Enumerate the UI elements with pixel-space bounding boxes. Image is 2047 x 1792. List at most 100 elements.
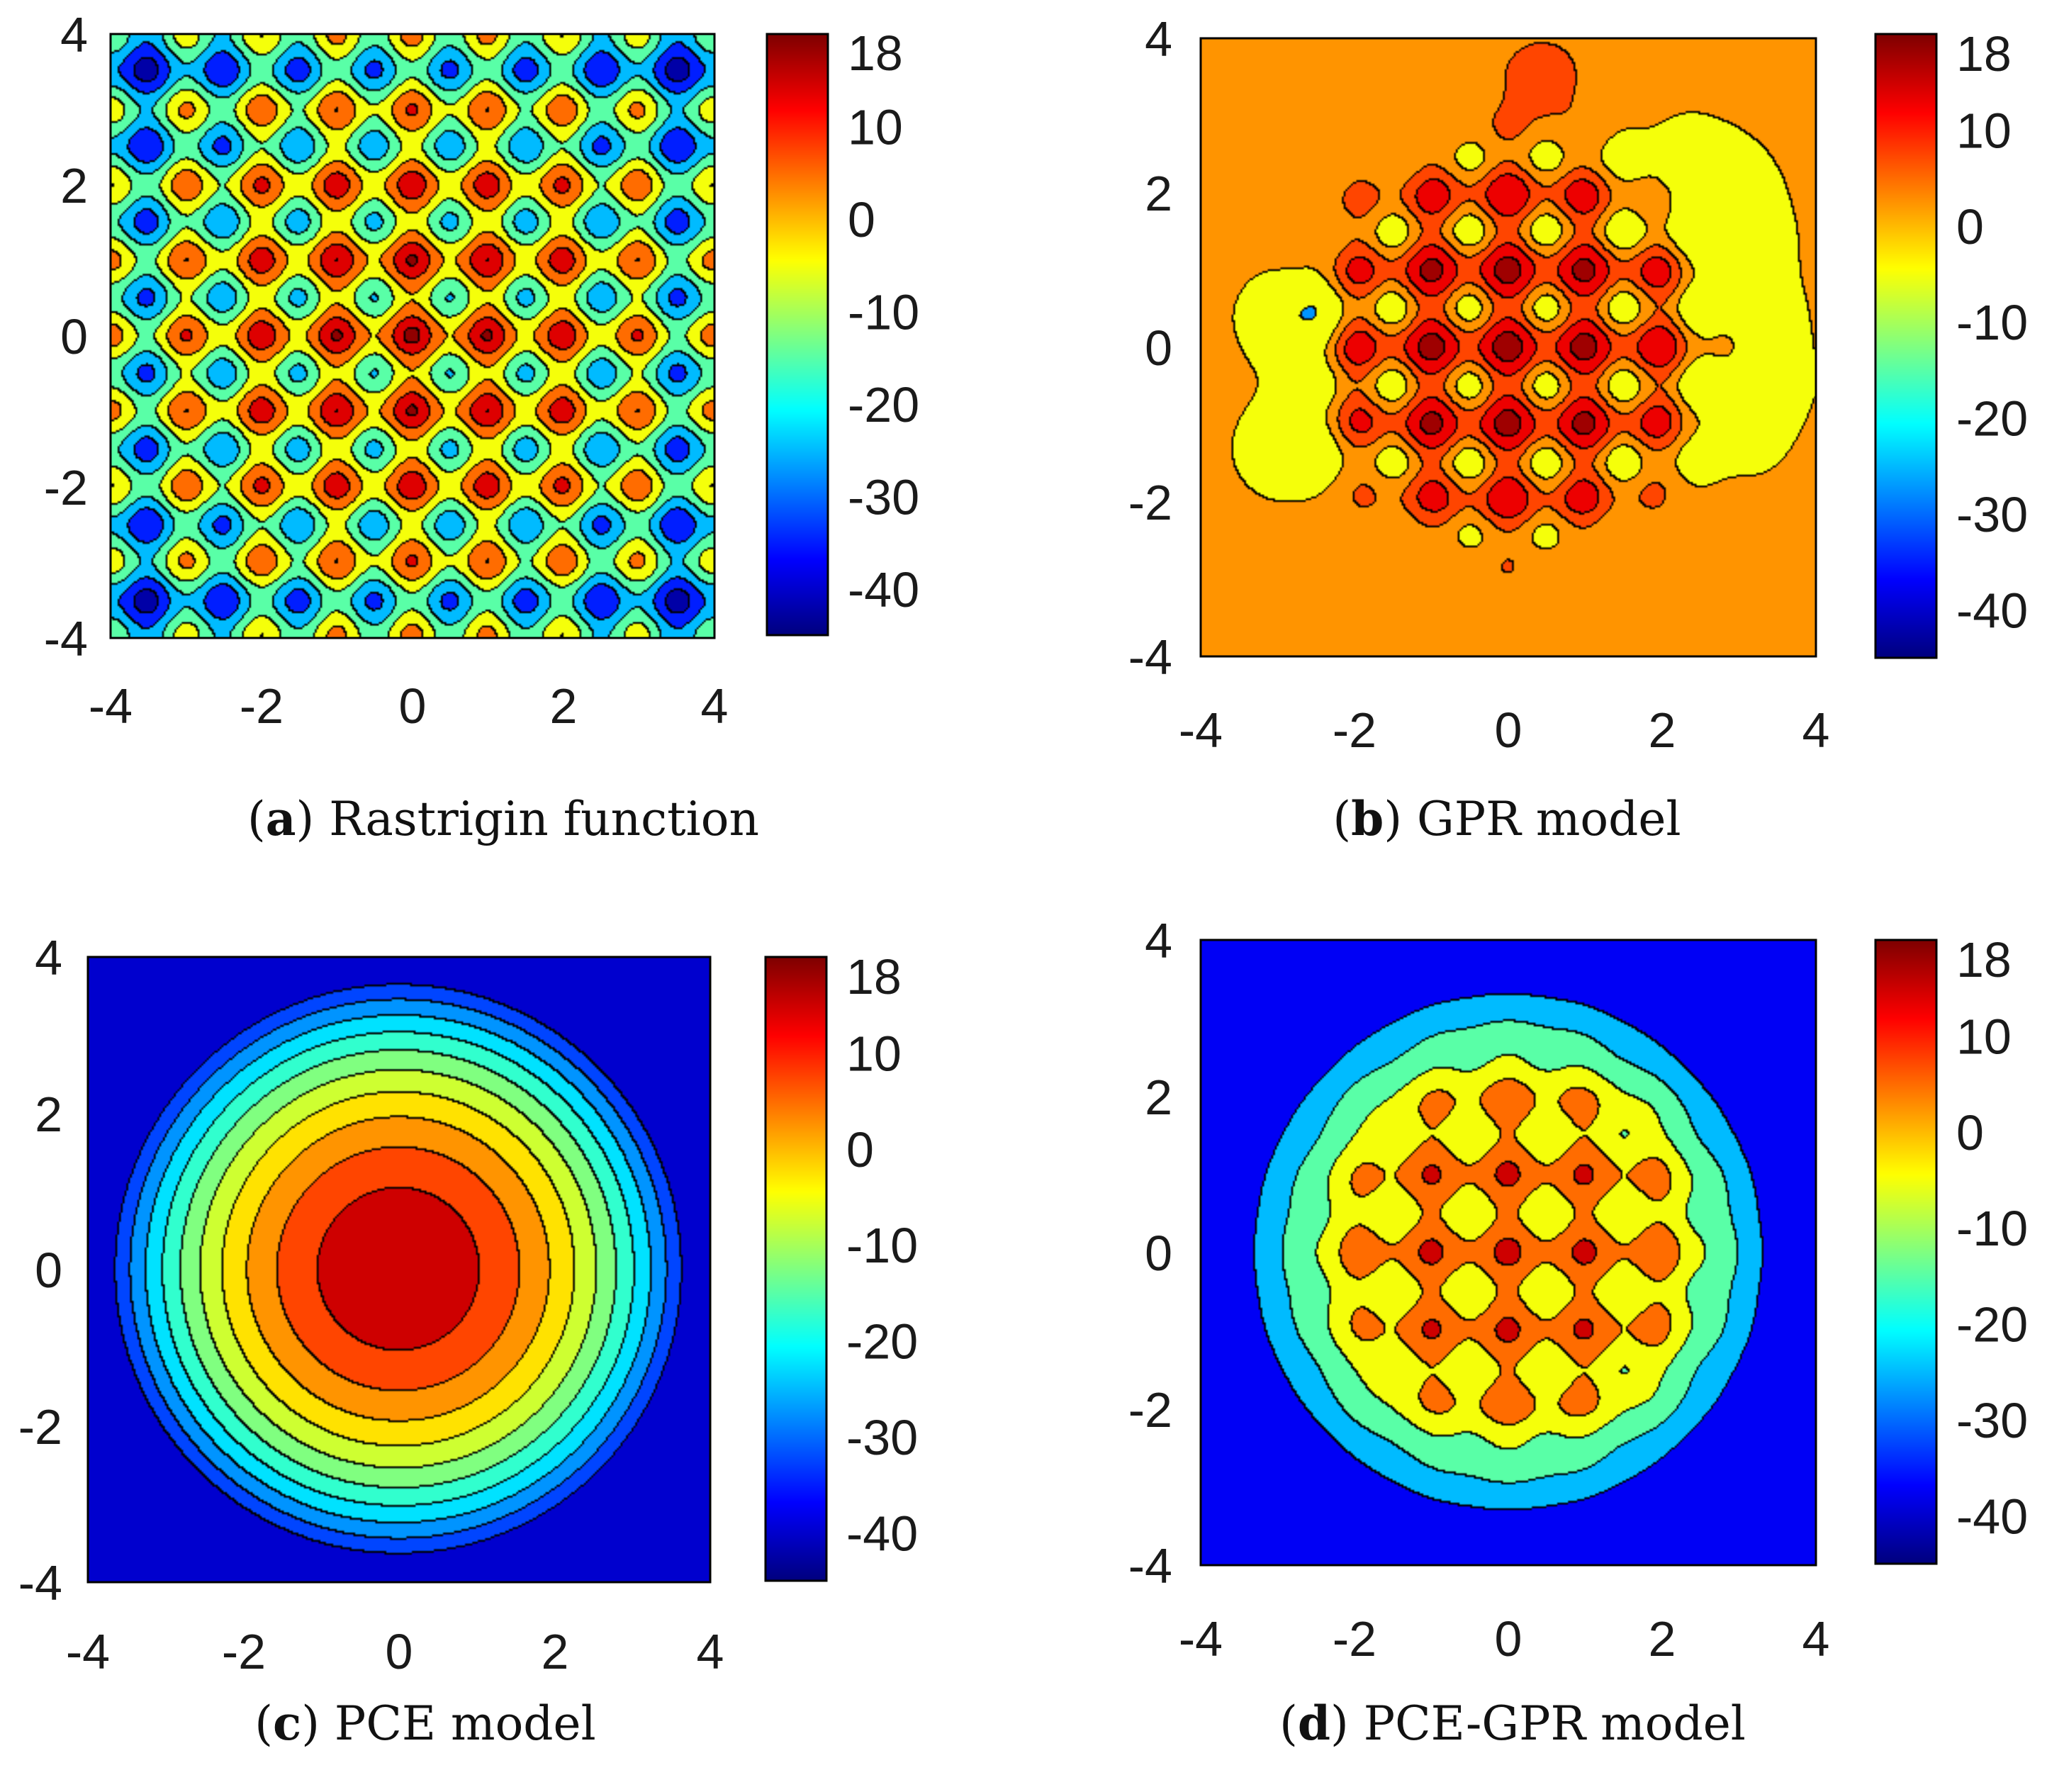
colorbar-a bbox=[767, 34, 828, 635]
x-tick-label: 4 bbox=[701, 678, 729, 734]
y-tick-label: -2 bbox=[1128, 1382, 1172, 1438]
colorbar-tick-label: -40 bbox=[848, 562, 919, 617]
colorbar-tick-label: -10 bbox=[1956, 1201, 2028, 1256]
x-tick-label: 0 bbox=[399, 678, 427, 734]
contour-fill-b bbox=[1201, 38, 1816, 656]
x-tick-label: -2 bbox=[222, 1624, 266, 1679]
x-tick-label: -4 bbox=[89, 678, 133, 734]
y-tick-label: 4 bbox=[35, 930, 62, 985]
colorbar-tick-label: 0 bbox=[846, 1122, 874, 1177]
y-tick-label: 0 bbox=[60, 309, 88, 364]
colorbar-tick-label: 10 bbox=[846, 1026, 902, 1081]
plot-frame-a bbox=[109, 33, 716, 639]
colorbar-tick-label: 18 bbox=[1956, 932, 2012, 987]
caption-text: GPR model bbox=[1417, 792, 1681, 846]
caption-c: (c) PCE model bbox=[254, 1696, 596, 1751]
caption-d: (d) PCE-GPR model bbox=[1279, 1696, 1746, 1751]
y-tick-label: 2 bbox=[35, 1087, 62, 1142]
caption-a: (a) Rastrigin function bbox=[247, 791, 759, 846]
contour-fill-c bbox=[88, 957, 710, 1582]
y-tick-label: 4 bbox=[1145, 913, 1172, 968]
colorbar-tick-label: -20 bbox=[1956, 391, 2028, 447]
x-tick-label: -2 bbox=[1333, 1611, 1376, 1667]
y-tick-label: 0 bbox=[35, 1243, 62, 1298]
contour-fill-d bbox=[1201, 940, 1816, 1565]
x-axis-ticks-d: -4 -2 0 2 4 bbox=[1179, 1611, 1830, 1667]
colorbar-tick-label: -40 bbox=[1956, 1489, 2028, 1544]
caption-tag: a bbox=[265, 791, 296, 846]
y-tick-label: -4 bbox=[44, 611, 88, 666]
colorbar-tick-label: -40 bbox=[846, 1506, 918, 1561]
y-tick-label: -2 bbox=[18, 1399, 62, 1455]
y-tick-label: 0 bbox=[1145, 320, 1172, 376]
caption-b: (b) GPR model bbox=[1333, 791, 1681, 846]
colorbar-b bbox=[1875, 34, 1936, 658]
figure-panel-b: -4 -2 0 2 4 -4 -2 0 2 4 18 10 0 -10 -20 … bbox=[1024, 0, 2047, 896]
plot-frame-c bbox=[86, 956, 712, 1584]
contour-chart-a: -4 -2 0 2 4 -4 -2 0 2 4 18 10 0 -10 -20 … bbox=[44, 7, 919, 734]
colorbar-tick-label: -10 bbox=[1956, 295, 2028, 350]
x-tick-label: 2 bbox=[550, 678, 578, 734]
colorbar-ticks-a: 18 10 0 -10 -20 -30 -40 bbox=[848, 26, 919, 617]
caption-text: PCE model bbox=[334, 1696, 596, 1751]
contour-chart-d: -4 -2 0 2 4 -4 -2 0 2 4 18 10 0 -10 -20 … bbox=[1128, 913, 2028, 1667]
colorbar-tick-label: 18 bbox=[846, 949, 902, 1004]
colorbar-tick-label: 10 bbox=[1956, 103, 2012, 158]
colorbar-tick-label: -30 bbox=[1956, 487, 2028, 542]
x-tick-label: 4 bbox=[697, 1624, 724, 1679]
colorbar-tick-label: -30 bbox=[846, 1410, 918, 1465]
x-axis-ticks-b: -4 -2 0 2 4 bbox=[1179, 702, 1830, 758]
caption-tag: b bbox=[1351, 791, 1384, 846]
caption-text: Rastrigin function bbox=[329, 792, 759, 846]
contour-fill-a bbox=[111, 34, 714, 638]
colorbar-frame-a bbox=[765, 33, 829, 637]
x-tick-label: 4 bbox=[1802, 1611, 1830, 1667]
x-tick-label: 2 bbox=[542, 1624, 569, 1679]
colorbar-frame-c bbox=[764, 956, 828, 1582]
contour-chart-c: -4 -2 0 2 4 -4 -2 0 2 4 18 10 0 -10 -20 … bbox=[18, 930, 918, 1679]
x-tick-label: 0 bbox=[1495, 1611, 1522, 1667]
x-tick-label: -4 bbox=[1179, 1611, 1223, 1667]
y-axis-ticks-a: -4 -2 0 2 4 bbox=[44, 7, 88, 666]
y-tick-label: 2 bbox=[1145, 1070, 1172, 1125]
figure-panel-d: -4 -2 0 2 4 -4 -2 0 2 4 18 10 0 -10 -20 … bbox=[1024, 896, 2047, 1792]
y-tick-label: 0 bbox=[1145, 1226, 1172, 1281]
y-tick-label: 2 bbox=[60, 158, 88, 213]
contour-chart-b: -4 -2 0 2 4 -4 -2 0 2 4 18 10 0 -10 -20 … bbox=[1128, 11, 2028, 758]
y-tick-label: 4 bbox=[1145, 11, 1172, 67]
y-tick-label: -4 bbox=[1128, 629, 1172, 685]
y-tick-label: -2 bbox=[1128, 475, 1172, 530]
y-axis-ticks-b: -4 -2 0 2 4 bbox=[1128, 11, 1172, 685]
x-tick-label: -2 bbox=[1333, 702, 1376, 758]
y-tick-label: -4 bbox=[18, 1555, 62, 1611]
caption-tag: d bbox=[1297, 1696, 1330, 1751]
x-axis-ticks-a: -4 -2 0 2 4 bbox=[89, 678, 729, 734]
x-tick-label: 4 bbox=[1802, 702, 1830, 758]
colorbar-tick-label: -30 bbox=[848, 469, 919, 525]
colorbar-tick-label: 0 bbox=[848, 192, 875, 247]
figure-panel-c: -4 -2 0 2 4 -4 -2 0 2 4 18 10 0 -10 -20 … bbox=[0, 896, 1024, 1792]
x-tick-label: -4 bbox=[1179, 702, 1223, 758]
x-tick-label: 2 bbox=[1649, 702, 1676, 758]
x-tick-label: -2 bbox=[240, 678, 284, 734]
colorbar-tick-label: -10 bbox=[848, 284, 919, 340]
colorbar-tick-label: 18 bbox=[1956, 26, 2012, 82]
colorbar-ticks-d: 18 10 0 -10 -20 -30 -40 bbox=[1956, 932, 2028, 1544]
colorbar-tick-label: 0 bbox=[1956, 199, 1984, 254]
colorbar-tick-label: -40 bbox=[1956, 583, 2028, 638]
x-tick-label: -4 bbox=[66, 1624, 110, 1679]
plot-frame-d bbox=[1199, 939, 1817, 1567]
caption-tag: c bbox=[273, 1696, 302, 1751]
colorbar-tick-label: 0 bbox=[1956, 1105, 1984, 1160]
x-axis-ticks-c: -4 -2 0 2 4 bbox=[66, 1624, 724, 1679]
y-tick-label: 2 bbox=[1145, 166, 1172, 221]
colorbar-d bbox=[1875, 940, 1936, 1564]
colorbar-frame-b bbox=[1874, 33, 1938, 659]
colorbar-c bbox=[765, 957, 826, 1581]
colorbar-tick-label: 10 bbox=[848, 100, 903, 155]
colorbar-tick-label: -20 bbox=[846, 1314, 918, 1370]
colorbar-tick-label: -30 bbox=[1956, 1393, 2028, 1448]
colorbar-tick-label: 18 bbox=[848, 26, 903, 81]
y-tick-label: 4 bbox=[60, 7, 88, 62]
y-axis-ticks-d: -4 -2 0 2 4 bbox=[1128, 913, 1172, 1594]
